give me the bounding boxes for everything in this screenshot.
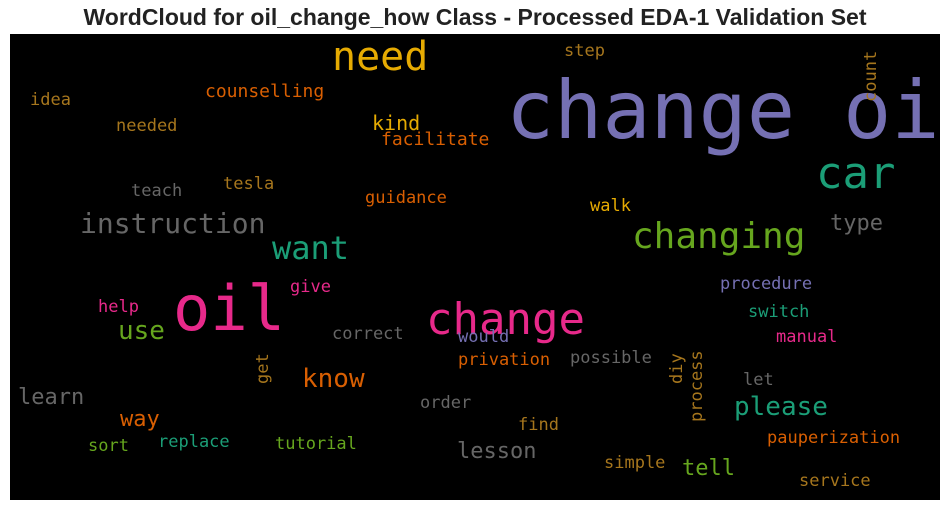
word-use: use — [118, 316, 165, 346]
word-changing: changing — [632, 216, 805, 257]
word-service: service — [799, 471, 871, 491]
word-sort: sort — [88, 436, 129, 456]
word-guidance: guidance — [365, 188, 447, 208]
word-diy: diy — [667, 353, 687, 384]
word-pauperization: pauperization — [767, 428, 900, 448]
word-switch: switch — [748, 302, 809, 322]
wordcloud-svg: change oil oil change need car changing wantin… — [18, 34, 940, 491]
chart-title: WordCloud for oil_change_how Class - Pro… — [83, 4, 867, 30]
word-simple: simple — [604, 453, 665, 473]
word-need: need — [332, 34, 428, 80]
word-process: process — [687, 350, 707, 422]
word-change: change — [426, 294, 585, 345]
word-counselling: counselling — [205, 81, 324, 102]
word-let: let — [743, 370, 774, 390]
word-know: know — [302, 364, 365, 394]
word-way: way — [120, 407, 160, 432]
word-tutorial: tutorial — [275, 434, 357, 454]
word-type: type — [830, 211, 883, 236]
word-oil: oil — [173, 272, 285, 345]
word-order: order — [420, 393, 471, 413]
word-step: step — [564, 41, 605, 61]
word-kind: kind — [372, 111, 420, 135]
word-possible: possible — [570, 348, 652, 368]
word-give: give — [290, 277, 331, 297]
word-change-oil: change oil — [506, 64, 940, 157]
word-correct: correct — [332, 324, 404, 344]
word-instruction: instruction — [80, 207, 265, 240]
word-find: find — [518, 415, 559, 435]
word-get: get — [253, 353, 273, 384]
word-tell: tell — [682, 456, 735, 481]
word-count: count — [861, 51, 881, 102]
word-walk: walk — [590, 196, 631, 216]
word-facilitate: facilitate — [381, 129, 489, 150]
word-car: car — [816, 148, 895, 199]
word-help: help — [98, 297, 139, 317]
word-needed: needed — [116, 116, 177, 136]
word-procedure: procedure — [720, 274, 812, 294]
word-tesla: tesla — [223, 174, 274, 194]
word-lesson: lesson — [457, 439, 536, 464]
word-would: would — [458, 327, 509, 347]
word-teach: teach — [131, 181, 182, 201]
word-manual: manual — [776, 327, 837, 347]
word-learn: learn — [18, 385, 84, 410]
word-replace: replace — [158, 432, 230, 452]
word-please: please — [734, 392, 828, 422]
word-privation: privation — [458, 350, 550, 370]
word-want: want — [272, 229, 349, 267]
word-idea: idea — [30, 90, 71, 110]
wordcloud-canvas: change oil oil change need car changing want in… — [10, 34, 940, 500]
